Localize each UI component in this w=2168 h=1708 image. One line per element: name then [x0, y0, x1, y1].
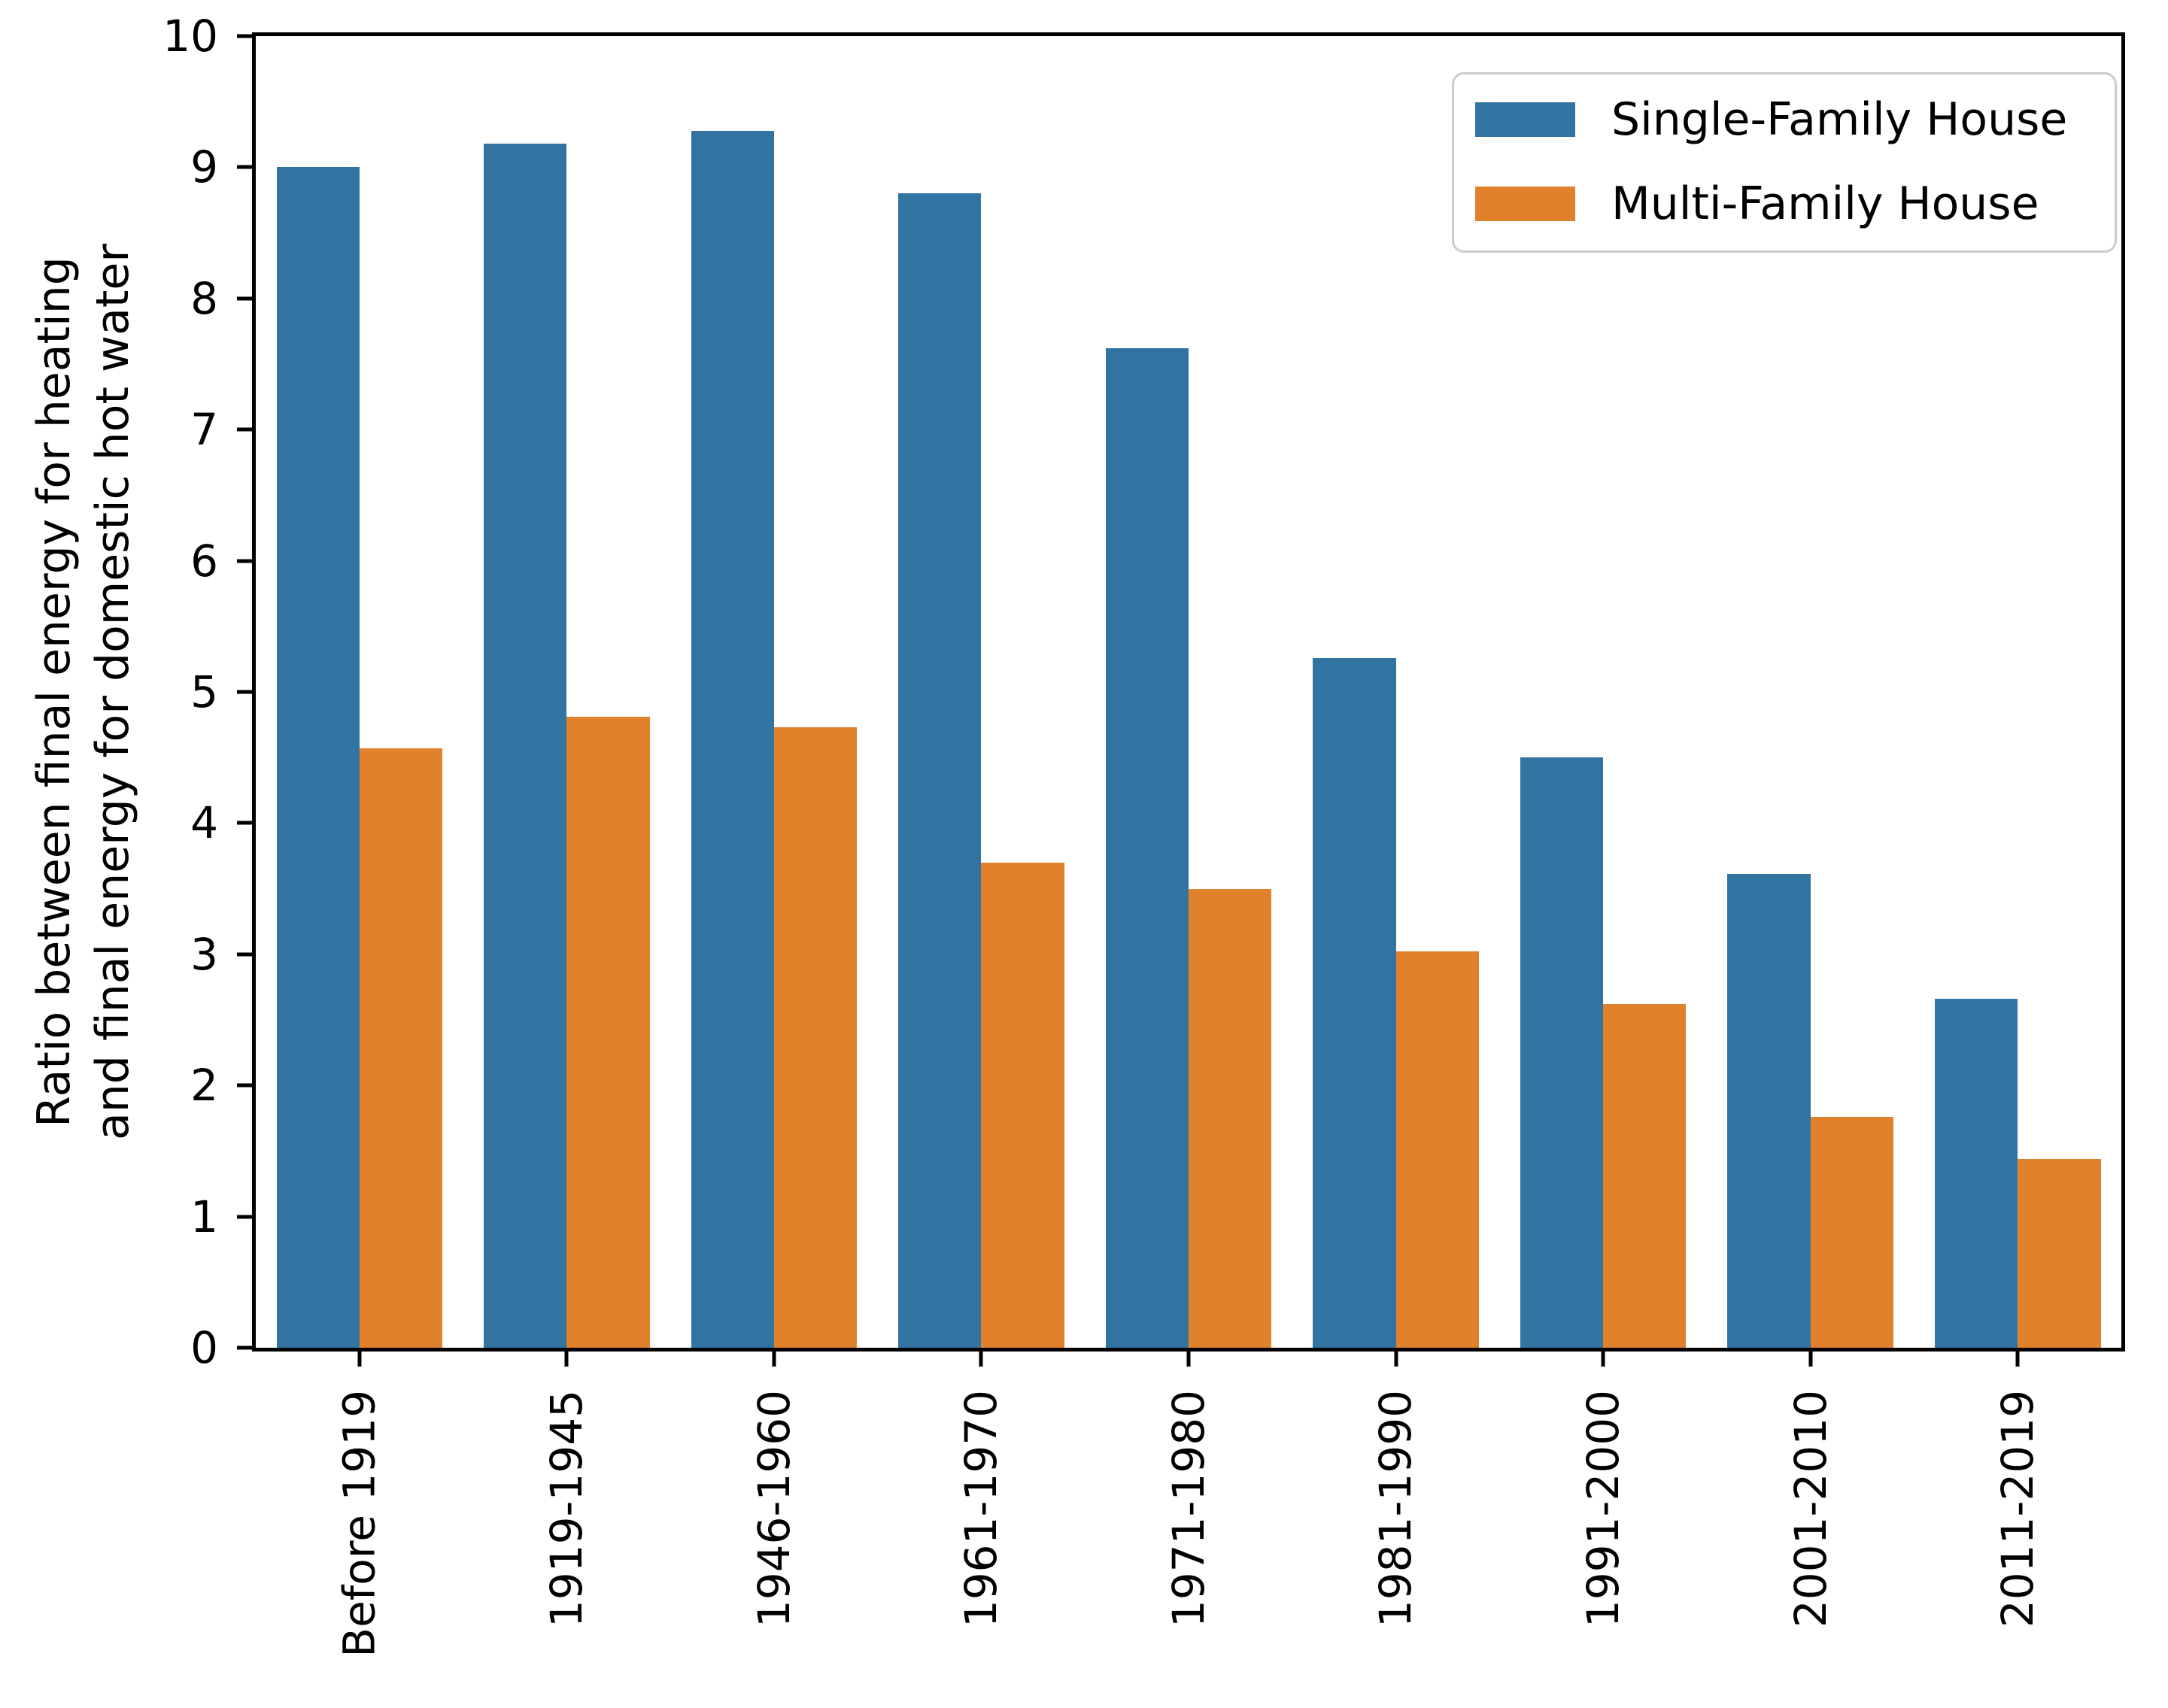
- y-tick-mark-5: [237, 690, 252, 694]
- y-tick-label-9: 9: [190, 141, 218, 193]
- x-tick-label-7: 1991-2000: [1577, 1390, 1629, 1628]
- x-tick-label-2: 1919-1945: [541, 1390, 593, 1628]
- x-tick-mark-1: [357, 1352, 362, 1367]
- x-tick-mark-4: [979, 1352, 983, 1367]
- x-tick-label-1: Before 1919: [333, 1390, 385, 1658]
- y-axis-label-line1: Ratio between final energy for heating: [28, 256, 80, 1127]
- y-tick-label-0: 0: [190, 1322, 218, 1373]
- y-axis-label: Ratio between final energy for heating a…: [25, 90, 142, 1294]
- bar-multi-family-1: [359, 748, 442, 1348]
- y-tick-label-7: 7: [190, 404, 218, 456]
- category-group-1: Before 1919: [256, 36, 463, 1658]
- y-tick-label-3: 3: [190, 928, 218, 980]
- bar-multi-family-8: [1810, 1117, 1893, 1348]
- y-tick-label-2: 2: [190, 1060, 218, 1112]
- legend-row-multi-family: Multi-Family House: [1475, 181, 2088, 226]
- x-tick-mark-5: [1186, 1352, 1191, 1367]
- bar-single-family-8: [1727, 874, 1811, 1348]
- bar-multi-family-7: [1603, 1004, 1687, 1348]
- bar-multi-family-9: [2018, 1158, 2101, 1348]
- category-group-6: 1981-1990: [1292, 36, 1500, 1628]
- y-tick-mark-3: [237, 952, 252, 957]
- y-tick-mark-10: [237, 34, 252, 38]
- category-group-4: 1961-1970: [878, 36, 1086, 1628]
- x-tick-label-5: 1971-1980: [1163, 1390, 1215, 1628]
- legend: Single-Family House Multi-Family House: [1452, 72, 2117, 253]
- y-tick-label-4: 4: [190, 797, 218, 849]
- y-tick-mark-9: [237, 165, 252, 169]
- bar-single-family-3: [691, 130, 774, 1348]
- y-tick-label-6: 6: [190, 535, 218, 587]
- y-tick-mark-4: [237, 821, 252, 825]
- bar-multi-family-2: [566, 717, 650, 1348]
- bar-multi-family-6: [1395, 951, 1479, 1348]
- y-tick-label-5: 5: [190, 666, 218, 717]
- y-tick-mark-7: [237, 427, 252, 432]
- bar-single-family-1: [276, 167, 360, 1348]
- x-tick-mark-7: [1601, 1352, 1605, 1367]
- category-group-2: 1919-1945: [463, 36, 671, 1628]
- category-group-3: 1946-1960: [670, 36, 878, 1628]
- x-tick-mark-6: [1394, 1352, 1398, 1367]
- y-tick-mark-1: [237, 1215, 252, 1219]
- category-group-5: 1971-1980: [1085, 36, 1292, 1628]
- bar-groups: Before 1919 1919-1945 1946-1960 1961-1970 19…: [256, 36, 2122, 1658]
- x-tick-label-8: 2001-2010: [1784, 1390, 1836, 1628]
- x-tick-label-9: 2011-2019: [1992, 1390, 2044, 1628]
- bar-multi-family-4: [981, 862, 1064, 1348]
- legend-swatch-multi-family: [1475, 187, 1575, 221]
- bar-single-family-2: [484, 144, 567, 1348]
- legend-label-single-family: Single-Family House: [1611, 93, 2068, 146]
- x-tick-mark-8: [1808, 1352, 1813, 1367]
- bar-multi-family-5: [1189, 888, 1272, 1348]
- y-tick-mark-0: [237, 1345, 252, 1350]
- x-tick-label-3: 1946-1960: [748, 1390, 800, 1628]
- y-tick-label-1: 1: [190, 1191, 218, 1242]
- bar-single-family-7: [1520, 757, 1604, 1348]
- bar-single-family-9: [1935, 999, 2018, 1348]
- x-tick-label-6: 1981-1990: [1370, 1390, 1422, 1628]
- legend-row-single-family: Single-Family House: [1475, 97, 2088, 142]
- x-tick-mark-9: [2015, 1352, 2020, 1367]
- x-tick-mark-3: [772, 1352, 776, 1367]
- category-group-9: 2011-2019: [1914, 36, 2122, 1628]
- plot-area: 0 1 2 3 4 5 6 7 8 9 10 Before 1919 1919-1945 1946-19…: [162, 14, 2125, 1658]
- x-tick-mark-2: [564, 1352, 569, 1367]
- y-tick-mark-8: [237, 296, 252, 301]
- y-tick-label-8: 8: [190, 272, 218, 324]
- y-axis-label-line2: and final energy for domestic hot water: [87, 244, 139, 1140]
- x-tick-label-4: 1961-1970: [955, 1390, 1007, 1628]
- y-tick-mark-2: [237, 1083, 252, 1088]
- bar-single-family-6: [1313, 657, 1396, 1348]
- y-tick-mark-6: [237, 559, 252, 563]
- legend-label-multi-family: Multi-Family House: [1611, 177, 2039, 230]
- category-group-7: 1991-2000: [1499, 36, 1707, 1628]
- category-group-8: 2001-2010: [1707, 36, 1914, 1628]
- legend-swatch-single-family: [1475, 102, 1575, 137]
- bar-multi-family-3: [773, 727, 858, 1348]
- bar-single-family-4: [898, 193, 982, 1348]
- bar-single-family-5: [1105, 348, 1189, 1348]
- y-axis-ticks: 0 1 2 3 4 5 6 7 8 9 10: [162, 14, 2121, 1370]
- y-tick-label-10: 10: [162, 11, 218, 62]
